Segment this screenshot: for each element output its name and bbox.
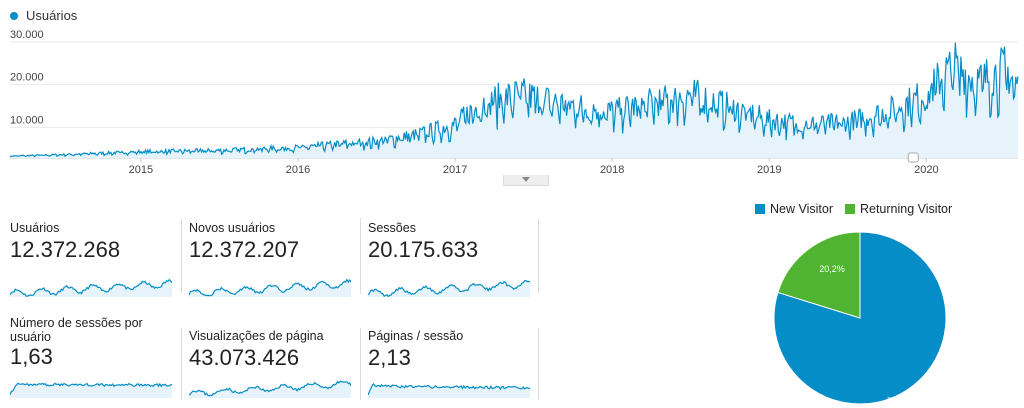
metric-visualizacoes[interactable]: Visualizações de página 43.073.426 <box>189 329 357 398</box>
metric-value: 12.372.207 <box>189 237 300 262</box>
sparkline-line <box>10 278 172 297</box>
sparkline-fill <box>368 383 530 398</box>
x-tick-label: 2019 <box>757 164 781 176</box>
legend-swatch <box>755 204 765 214</box>
collapse-chart-toggle[interactable] <box>503 175 549 186</box>
x-tick-label: 2018 <box>600 164 624 176</box>
sparkline <box>10 382 172 398</box>
series-line-usuarios[interactable] <box>9 42 1019 158</box>
sparkline-line <box>368 382 530 396</box>
legend-item-returning-visitor[interactable]: Returning Visitor <box>844 202 953 216</box>
x-tick-label: 2016 <box>286 164 310 176</box>
x-tick-label: 2020 <box>914 164 938 176</box>
y-tick-label: 20.000 <box>10 72 44 84</box>
visitor-type-pie-chart[interactable]: 79,8% 20,2% <box>770 230 950 406</box>
pie-slice-returning-visitor[interactable] <box>777 231 861 319</box>
divider <box>181 218 182 294</box>
series-dot-icon <box>10 11 18 20</box>
metric-label: Páginas / sessão <box>368 329 464 343</box>
users-line-chart[interactable]: 30.000 20.000 10.000 2015 2016 2017 2018 2019 20… <box>0 26 1024 176</box>
sparkline-line <box>368 279 530 297</box>
legend-label: Usuários <box>26 8 78 23</box>
sparkline <box>189 278 351 297</box>
sparkline-fill <box>189 381 351 398</box>
legend-label: Returning Visitor <box>859 202 953 216</box>
sparkline <box>368 279 530 297</box>
y-tick-label: 10.000 <box>10 114 44 126</box>
sparkline <box>189 380 351 398</box>
annotation-marker[interactable] <box>907 152 919 163</box>
metric-label: Número de sessões por usuário <box>10 316 143 344</box>
metric-value: 12.372.268 <box>10 237 121 262</box>
sparkline-line <box>189 380 351 397</box>
area-fill <box>10 42 1018 158</box>
legend-item-new-visitor[interactable]: New Visitor <box>755 202 833 216</box>
pie-slice-label: 79,8% <box>887 396 913 406</box>
legend-swatch <box>844 204 855 214</box>
divider <box>181 328 182 400</box>
metric-paginas-sessao[interactable]: Páginas / sessão 2,13 <box>368 329 536 398</box>
divider <box>360 218 361 294</box>
x-tick-label: 2017 <box>443 164 467 176</box>
sparkline-fill <box>368 280 530 297</box>
x-tick-label: 2015 <box>129 164 153 176</box>
divider <box>360 328 361 400</box>
y-tick-label: 30.000 <box>10 29 44 41</box>
metric-usuarios[interactable]: Usuários 12.372.268 <box>10 221 178 297</box>
metric-value: 1,63 <box>10 344 53 369</box>
chevron-down-icon <box>522 177 530 182</box>
metric-sessoes[interactable]: Sessões 20.175.633 <box>368 221 536 297</box>
metric-label: Usuários <box>10 221 60 235</box>
sparkline <box>368 382 530 398</box>
sparkline-line <box>189 278 351 297</box>
sparkline-line <box>10 382 172 396</box>
legend-label: New Visitor <box>770 202 833 216</box>
metric-value: 2,13 <box>368 345 411 370</box>
chart-legend[interactable]: Usuários <box>10 8 77 23</box>
metric-label: Sessões <box>368 221 416 235</box>
pie-legend: New Visitor Returning Visitor <box>755 202 964 216</box>
metric-label: Visualizações de página <box>189 329 324 343</box>
sparkline-fill <box>10 279 172 297</box>
metric-value: 20.175.633 <box>368 237 479 262</box>
metric-value: 43.073.426 <box>189 345 300 370</box>
divider <box>538 328 539 400</box>
metric-sessoes-por-usuario[interactable]: Número de sessões por usuário 1,63 <box>10 316 178 398</box>
sparkline <box>10 278 172 297</box>
metric-label: Novos usuários <box>189 221 276 235</box>
divider <box>538 218 539 294</box>
sparkline-fill <box>10 383 172 398</box>
metric-novos-usuarios[interactable]: Novos usuários 12.372.207 <box>189 221 357 297</box>
pie-slice-label: 20,2% <box>819 264 845 274</box>
